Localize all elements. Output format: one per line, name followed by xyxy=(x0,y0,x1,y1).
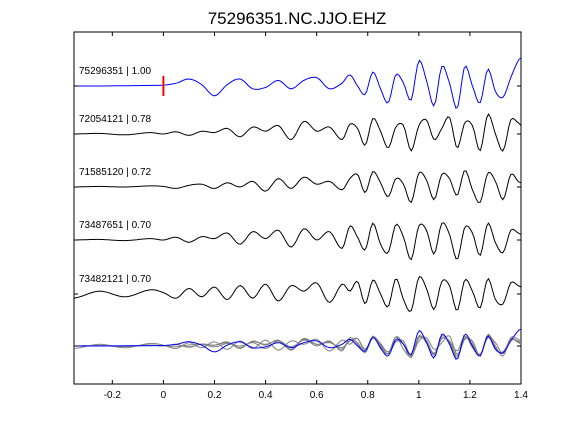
trace-label-4: 73487651 | 0.70 xyxy=(79,220,152,231)
trace-line-4 xyxy=(74,222,522,261)
x-tick-label-3: 0.4 xyxy=(259,390,273,401)
plot-area-frame xyxy=(73,31,522,385)
traces-layer: 75296351 | 1.00 72054121 | 0.78 71585120 |… xyxy=(73,57,522,360)
trace-line-5 xyxy=(73,275,522,313)
x-tick-label-7: 1.2 xyxy=(463,390,477,401)
x-tick-label-2: 0.2 xyxy=(208,390,222,401)
trace-line-1 xyxy=(74,57,522,110)
stack-trace-reference xyxy=(74,328,522,360)
trace-line-3 xyxy=(74,170,522,204)
chart-title: 75296351.NC.JJO.EHZ xyxy=(208,9,387,28)
trace-line-2 xyxy=(74,113,522,152)
trace-label-1: 75296351 | 1.00 xyxy=(79,66,152,77)
x-tick-label-6: 1 xyxy=(416,390,422,401)
x-tick-label-4: 0.6 xyxy=(310,390,324,401)
x-tick-label-5: 0.8 xyxy=(361,390,375,401)
trace-label-2: 72054121 | 0.78 xyxy=(79,114,152,125)
trace-label-5: 73482121 | 0.70 xyxy=(79,274,152,285)
trace-label-3: 71585120 | 0.72 xyxy=(79,167,152,178)
x-axis-ticks: -0.2 0 0.2 0.4 0.6 0.8 1 1.2 1.4 xyxy=(104,32,528,401)
x-tick-label-1: 0 xyxy=(161,390,167,401)
x-tick-label-8: 1.4 xyxy=(514,390,528,401)
x-tick-label-0: -0.2 xyxy=(104,390,122,401)
